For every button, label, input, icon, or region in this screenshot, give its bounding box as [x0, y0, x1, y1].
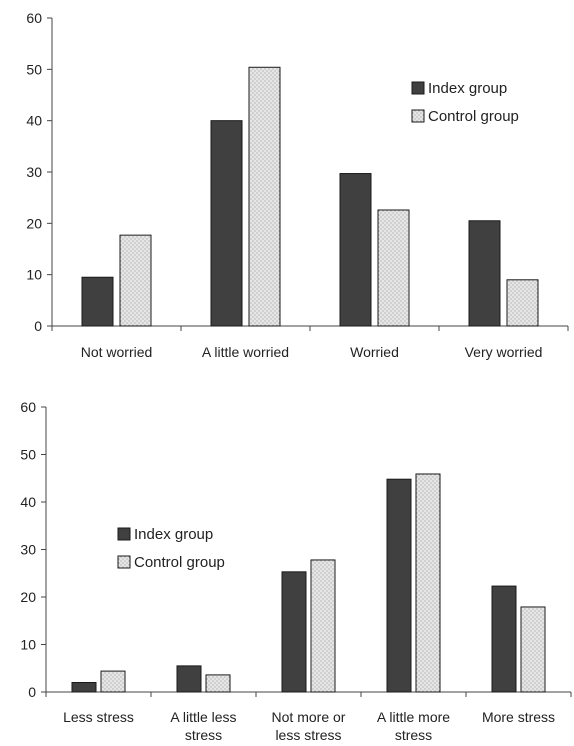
x-category-label-line: stress: [185, 727, 222, 743]
index-bar-0-3: [468, 220, 501, 327]
y-tick-label: 60: [20, 399, 36, 415]
x-category-label-line: less stress: [275, 727, 341, 743]
x-category-label-line: A little less: [170, 709, 236, 725]
legend-swatch-index: [117, 527, 131, 541]
control-bar-1-2: [310, 559, 336, 693]
x-category-label-line: Very worried: [465, 344, 543, 360]
y-tick-label: 50: [26, 61, 42, 77]
control-bar-1-0: [100, 670, 126, 693]
y-tick-label: 30: [20, 542, 36, 558]
x-category-label: More stress: [482, 709, 555, 725]
x-category-label: Very worried: [465, 344, 543, 360]
control-bar-1-1: [205, 674, 231, 693]
control-bar-1-3: [415, 473, 441, 693]
index-bar-1-1: [176, 665, 202, 693]
legend-label-control: Control group: [134, 554, 225, 571]
x-category-label: A little less stress: [170, 709, 236, 743]
x-category-label-line: Worried: [350, 344, 399, 360]
y-tick-label: 20: [26, 215, 42, 231]
x-category-label: A little more stress: [377, 709, 450, 743]
y-tick-label: 0: [28, 684, 36, 700]
control-bar-0-1: [248, 66, 281, 327]
control-bar-1-4: [520, 606, 546, 693]
x-category-label: Not more or less stress: [272, 709, 346, 743]
x-category-label-line: Not worried: [81, 344, 153, 360]
stress-chart: 0 10 20 30 40 50 60 Less stress A little less str…: [20, 399, 572, 743]
x-category-label: Not worried: [81, 344, 153, 360]
y-tick-label: 40: [26, 113, 42, 129]
x-category-label: A little worried: [202, 344, 289, 360]
x-category-label: Worried: [350, 344, 399, 360]
x-category-label-line: A little worried: [202, 344, 289, 360]
control-bar-0-0: [119, 234, 152, 327]
y-tick-label: 50: [20, 447, 36, 463]
y-tick-label: 60: [26, 10, 42, 26]
x-category-label-line: Less stress: [63, 709, 134, 725]
index-bar-0-2: [339, 173, 372, 327]
control-bar-0-3: [506, 279, 539, 327]
legend-swatch-control: [117, 555, 131, 569]
worry-chart: 0 10 20 30 40 50 60 Not worried A little worried…: [26, 10, 569, 360]
index-bar-0-0: [81, 276, 114, 327]
y-tick-label: 10: [26, 267, 42, 283]
y-tick-label: 30: [26, 164, 42, 180]
control-bar-0-2: [377, 209, 410, 327]
legend: Index group Control group: [411, 80, 519, 125]
x-category-label-line: stress: [395, 727, 432, 743]
y-tick-label: 10: [20, 637, 36, 653]
y-tick-label: 40: [20, 494, 36, 510]
legend-swatch-control: [411, 109, 425, 123]
legend-label-index: Index group: [428, 80, 507, 97]
x-category-label: Less stress: [63, 709, 134, 725]
legend-label-control: Control group: [428, 108, 519, 125]
index-bar-1-0: [71, 682, 97, 693]
legend: Index group Control group: [117, 526, 225, 571]
index-bar-0-1: [210, 120, 243, 327]
x-category-label-line: Not more or: [272, 709, 346, 725]
x-category-label-line: More stress: [482, 709, 555, 725]
legend-label-index: Index group: [134, 526, 213, 543]
index-bar-1-4: [491, 585, 517, 693]
index-bar-1-2: [281, 571, 307, 693]
x-category-label-line: A little more: [377, 709, 450, 725]
index-bar-1-3: [386, 478, 412, 693]
y-tick-label: 0: [34, 318, 42, 334]
y-tick-label: 20: [20, 589, 36, 605]
legend-swatch-index: [411, 81, 425, 95]
